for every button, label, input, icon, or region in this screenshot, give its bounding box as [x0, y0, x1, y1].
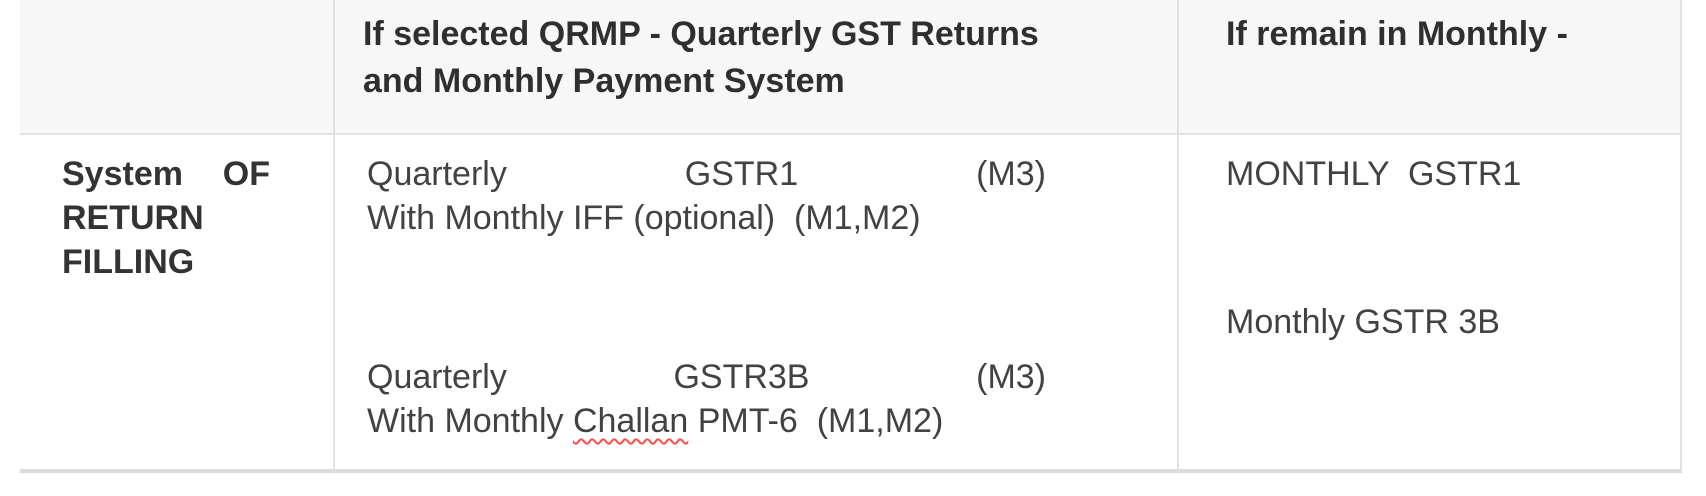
qrmp-challan-line: With Monthly Challan PMT-6 (M1,M2): [367, 399, 1046, 443]
header-cell-monthly: If remain in Monthly -: [1179, 0, 1682, 135]
qrmp-gstr1-line: Quarterly GSTR1 (M3): [367, 155, 1046, 193]
qrmp-iff-line: With Monthly IFF (optional) (M1,M2): [367, 199, 921, 237]
gst-returns-table: If selected QRMP - Quarterly GST Returns…: [20, 0, 1682, 473]
header-cell-qrmp: If selected QRMP - Quarterly GST Returns…: [335, 0, 1179, 135]
qrmp-paragraph-2: Quarterly GSTR3B (M3) With Monthly Chall…: [367, 355, 1046, 443]
row-label-text: System OF RETURN FILLING: [62, 155, 270, 281]
misspelled-word-challan: Challan: [572, 402, 689, 440]
challan-line-suffix: PMT-6 (M1,M2): [688, 402, 944, 440]
challan-line-prefix: With Monthly: [367, 402, 573, 440]
qrmp-cell: Quarterly GSTR1 (M3) With Monthly IFF (o…: [335, 135, 1179, 473]
monthly-gstr1-line: MONTHLY GSTR1: [1226, 155, 1522, 193]
row-label-cell: System OF RETURN FILLING: [20, 135, 335, 473]
monthly-gstr3b-line: Monthly GSTR 3B: [1226, 303, 1500, 341]
monthly-cell: MONTHLY GSTR1 Monthly GSTR 3B: [1179, 135, 1682, 473]
header-cell-blank: [20, 0, 335, 135]
qrmp-gstr3b-line: Quarterly GSTR3B (M3): [367, 358, 1046, 396]
qrmp-paragraph-1: Quarterly GSTR1 (M3) With Monthly IFF (o…: [367, 152, 1046, 240]
